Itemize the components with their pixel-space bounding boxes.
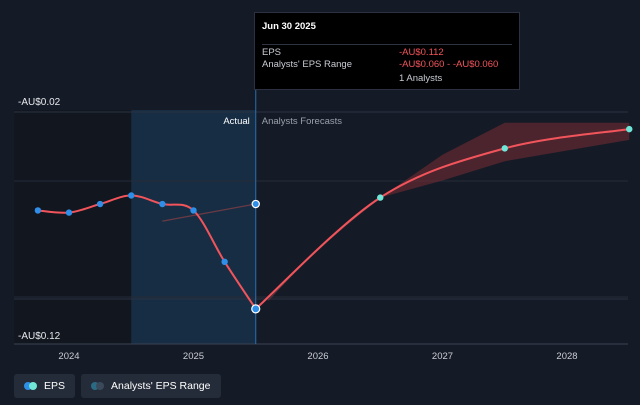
faint-trend-line bbox=[162, 203, 256, 222]
range-dot-a bbox=[91, 382, 100, 390]
range-dot-b bbox=[96, 382, 105, 390]
forecast-label: Analysts Forecasts bbox=[262, 116, 342, 127]
legend-range-label: Analysts' EPS Range bbox=[111, 380, 211, 392]
legend-range-button[interactable]: Analysts' EPS Range bbox=[81, 374, 221, 398]
x-tick-2027: 2027 bbox=[432, 351, 453, 362]
y-label-bottom: -AU$0.12 bbox=[18, 331, 61, 342]
eps-chart: -AU$0.02 -AU$0.12 Actual Analysts Forecasts… bbox=[14, 12, 633, 362]
eps-dots-icon bbox=[24, 382, 38, 390]
legend-eps-label: EPS bbox=[44, 380, 66, 392]
eps-forecast-line bbox=[255, 128, 630, 310]
eps-actual-point-7 bbox=[251, 304, 261, 314]
eps-forecast-point-1 bbox=[501, 145, 508, 152]
x-tick-2024: 2024 bbox=[58, 351, 79, 362]
tooltip-range-value: -AU$0.060 - -AU$0.060 bbox=[399, 59, 499, 70]
eps-actual-point-5 bbox=[190, 207, 197, 214]
eps-actual-point-0 bbox=[34, 207, 42, 214]
x-tick-2028: 2028 bbox=[556, 351, 577, 362]
eps-dot-actual bbox=[24, 382, 32, 390]
eps-actual-point-2 bbox=[96, 200, 104, 208]
x-tick-2026: 2026 bbox=[307, 351, 328, 362]
chart-legend: EPS Analysts' EPS Range bbox=[14, 374, 221, 398]
tooltip-eps-label: EPS bbox=[262, 47, 282, 58]
eps-forecast-point-2 bbox=[626, 125, 633, 133]
eps-actual-point-1 bbox=[65, 209, 73, 216]
tooltip-range-row: Analysts' EPS Range -AU$0.060 - -AU$0.06… bbox=[262, 57, 512, 70]
eps-dot-forecast bbox=[29, 382, 37, 390]
y-label-top: -AU$0.02 bbox=[18, 97, 61, 108]
tooltip: Jun 30 2025 EPS -AU$0.112 Analysts' EPS … bbox=[254, 12, 520, 90]
actual-label: Actual bbox=[223, 116, 249, 127]
eps-forecast-point-0 bbox=[377, 194, 384, 201]
eps-actual-point-4 bbox=[159, 200, 166, 208]
tooltip-date: Jun 30 2025 bbox=[262, 21, 316, 32]
legend-eps-button[interactable]: EPS bbox=[14, 374, 76, 398]
tooltip-eps-row: EPS -AU$0.112 bbox=[262, 44, 512, 58]
eps-actual-point-3 bbox=[128, 192, 135, 199]
eps-actual-point-6 bbox=[221, 258, 228, 265]
past-shade bbox=[14, 110, 132, 344]
x-tick-2025: 2025 bbox=[183, 351, 204, 362]
tooltip-range-label: Analysts' EPS Range bbox=[262, 59, 352, 70]
faint-forecast-line bbox=[267, 197, 381, 301]
analyst-range-area bbox=[380, 122, 630, 198]
highlight-band bbox=[131, 110, 256, 344]
range-dots-icon bbox=[91, 382, 105, 390]
tooltip-analysts-count: 1 Analysts bbox=[399, 73, 443, 84]
tooltip-eps-value: -AU$0.112 bbox=[399, 47, 444, 58]
trend-point-now bbox=[251, 199, 260, 209]
